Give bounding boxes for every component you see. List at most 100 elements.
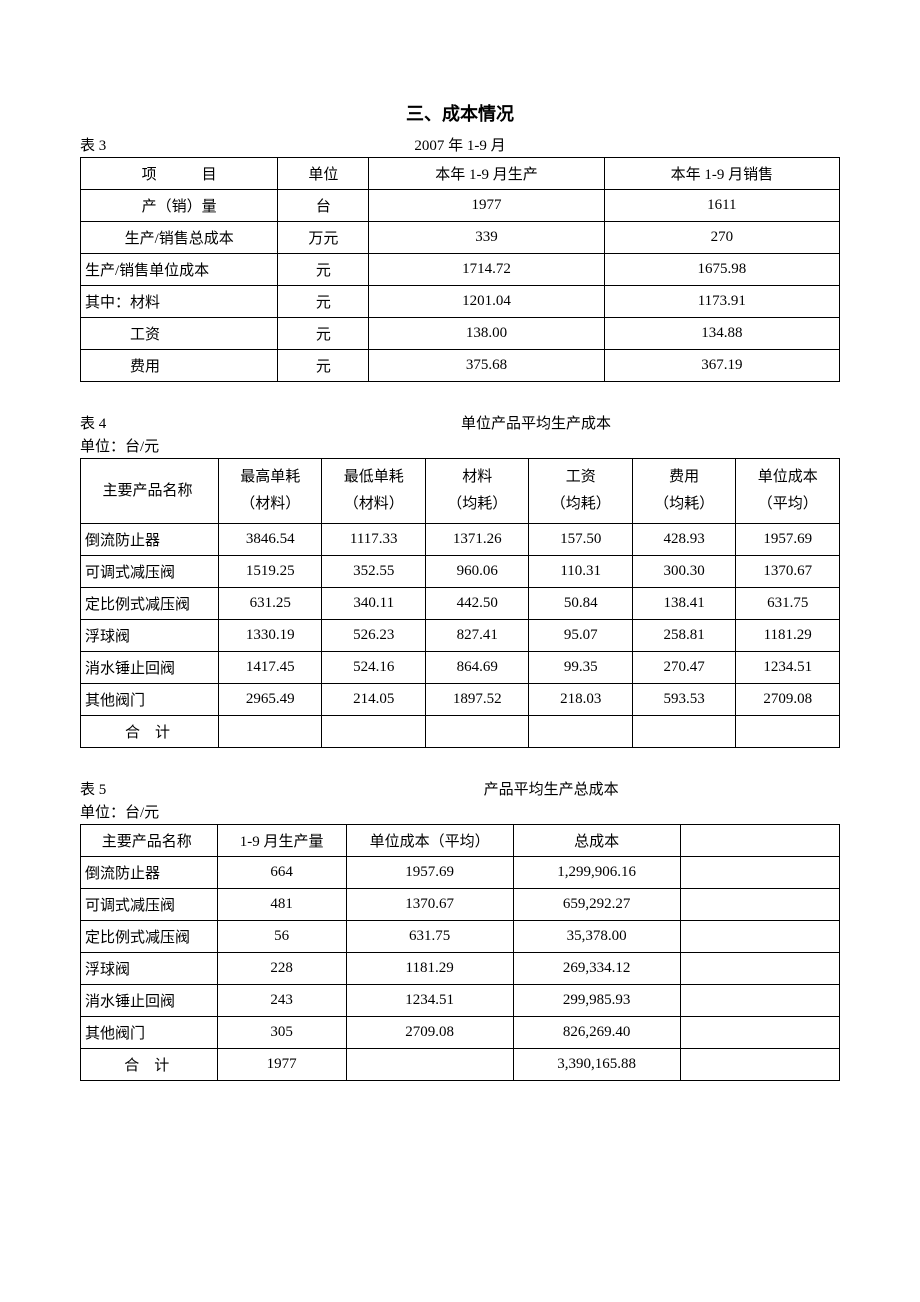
table5-cell-name: 定比例式减压阀 (81, 921, 218, 953)
table4-cell-wage: 50.84 (529, 588, 632, 620)
table5-cell-blank (680, 985, 839, 1017)
table4-cell-name: 其他阀门 (81, 684, 219, 716)
table4-cell-unit-cost: 1370.67 (736, 556, 840, 588)
table3-cell-unit: 万元 (278, 222, 369, 254)
table5-cell-qty: 481 (217, 889, 346, 921)
table5-cell-blank (680, 953, 839, 985)
table4-cell-name: 消水锤止回阀 (81, 652, 219, 684)
table-row: 其他阀门3052709.08826,269.40 (81, 1017, 840, 1049)
table-row: 浮球阀2281181.29269,334.12 (81, 953, 840, 985)
table-row: 定比例式减压阀56631.7535,378.00 (81, 921, 840, 953)
table3-cell-item: 费用 (81, 350, 278, 382)
table5-cell-blank (680, 1017, 839, 1049)
table4-total-blank (529, 716, 632, 748)
table4-cell-min: 340.11 (322, 588, 425, 620)
table5-total-blank (680, 1049, 839, 1081)
table-row: 消水锤止回阀1417.45524.16864.6999.35270.471234… (81, 652, 840, 684)
table5-cell-unit-cost: 1370.67 (346, 889, 513, 921)
table3-cell-item: 工资 (81, 318, 278, 350)
table5-cell-name: 倒流防止器 (81, 857, 218, 889)
table-row: 生产/销售总成本万元339270 (81, 222, 840, 254)
table5-cell-unit-cost: 1181.29 (346, 953, 513, 985)
table4-cell-expense: 593.53 (632, 684, 735, 716)
table3-label: 表 3 (80, 134, 106, 155)
table3-period: 2007 年 1-9 月 (414, 134, 505, 155)
table4-cell-name: 倒流防止器 (81, 524, 219, 556)
table4-total-blank (632, 716, 735, 748)
table4-unit-label: 单位：台/元 (80, 435, 840, 456)
table4-cell-wage: 110.31 (529, 556, 632, 588)
table5-cell-name: 浮球阀 (81, 953, 218, 985)
table3-cell-unit: 台 (278, 190, 369, 222)
table5-cell-total: 1,299,906.16 (513, 857, 680, 889)
table-row: 倒流防止器6641957.691,299,906.16 (81, 857, 840, 889)
section-title: 三、成本情况 (80, 100, 840, 126)
table5-unit-label: 单位：台/元 (80, 801, 840, 822)
table5-cell-total: 299,985.93 (513, 985, 680, 1017)
table3-cell-production: 138.00 (369, 318, 604, 350)
table4-cell-min: 352.55 (322, 556, 425, 588)
table3-cell-item: 生产/销售总成本 (81, 222, 278, 254)
table4-cell-max: 631.25 (219, 588, 322, 620)
table4-cell-max: 2965.49 (219, 684, 322, 716)
table3-cell-sales: 270 (604, 222, 839, 254)
table4-head-name: 主要产品名称 (81, 459, 219, 524)
table3-head-row: 项 目 单位 本年 1-9 月生产 本年 1-9 月销售 (81, 158, 840, 190)
table3-cell-production: 339 (369, 222, 604, 254)
table5-head-blank (680, 825, 839, 857)
table3: 项 目 单位 本年 1-9 月生产 本年 1-9 月销售 产（销）量台19771… (80, 157, 840, 382)
table5-cell-total: 269,334.12 (513, 953, 680, 985)
table5-cell-total: 659,292.27 (513, 889, 680, 921)
table3-cell-item: 产（销）量 (81, 190, 278, 222)
table4-head-max: 最高单耗（材料） (219, 459, 322, 524)
table4-cell-wage: 157.50 (529, 524, 632, 556)
table4-cell-unit-cost: 1181.29 (736, 620, 840, 652)
table3-cell-sales: 1173.91 (604, 286, 839, 318)
table4-cell-material: 864.69 (425, 652, 528, 684)
table4-label: 表 4 (80, 412, 106, 433)
table5-cell-qty: 228 (217, 953, 346, 985)
table4-cell-wage: 95.07 (529, 620, 632, 652)
table4-cell-expense: 138.41 (632, 588, 735, 620)
table4-cell-material: 827.41 (425, 620, 528, 652)
table4-head-unit-cost: 单位成本（平均） (736, 459, 840, 524)
table4-title: 单位产品平均生产成本 (461, 412, 611, 433)
table5-cell-unit-cost: 1234.51 (346, 985, 513, 1017)
table4-head-row: 主要产品名称 最高单耗（材料） 最低单耗（材料） 材料（均耗） 工资（均耗） 费… (81, 459, 840, 524)
table4-cell-min: 524.16 (322, 652, 425, 684)
table5-header-row: 表 5 产品平均生产总成本 (80, 778, 840, 799)
table5-cell-qty: 664 (217, 857, 346, 889)
table5-head-unit-cost: 单位成本（平均） (346, 825, 513, 857)
table4-cell-material: 960.06 (425, 556, 528, 588)
table3-cell-item: 其中：材料 (81, 286, 278, 318)
table4-total-blank (322, 716, 425, 748)
table3-cell-unit: 元 (278, 318, 369, 350)
table4-head-expense: 费用（均耗） (632, 459, 735, 524)
table4-cell-expense: 300.30 (632, 556, 735, 588)
table-row: 产（销）量台19771611 (81, 190, 840, 222)
table5-title: 产品平均生产总成本 (484, 778, 619, 799)
table4-head-wage: 工资（均耗） (529, 459, 632, 524)
table5-cell-blank (680, 889, 839, 921)
table4-head-material: 材料（均耗） (425, 459, 528, 524)
table5-head-name: 主要产品名称 (81, 825, 218, 857)
table4-total-blank (736, 716, 840, 748)
table4-cell-material: 1371.26 (425, 524, 528, 556)
table4-cell-max: 1417.45 (219, 652, 322, 684)
table4-total-label: 合 计 (81, 716, 219, 748)
table4-cell-unit-cost: 2709.08 (736, 684, 840, 716)
table4-cell-expense: 258.81 (632, 620, 735, 652)
table5-head-qty: 1-9 月生产量 (217, 825, 346, 857)
table5-cell-total: 826,269.40 (513, 1017, 680, 1049)
table4-cell-max: 3846.54 (219, 524, 322, 556)
table-row: 浮球阀1330.19526.23827.4195.07258.811181.29 (81, 620, 840, 652)
table4-cell-unit-cost: 1957.69 (736, 524, 840, 556)
table5-cell-total: 35,378.00 (513, 921, 680, 953)
table4-cell-wage: 99.35 (529, 652, 632, 684)
table3-cell-sales: 1675.98 (604, 254, 839, 286)
table4-cell-min: 526.23 (322, 620, 425, 652)
table5-cell-qty: 243 (217, 985, 346, 1017)
table3-header-row: 表 3 2007 年 1-9 月 (80, 134, 840, 155)
table5-cell-unit-cost: 1957.69 (346, 857, 513, 889)
table5-total-sum: 3,390,165.88 (513, 1049, 680, 1081)
